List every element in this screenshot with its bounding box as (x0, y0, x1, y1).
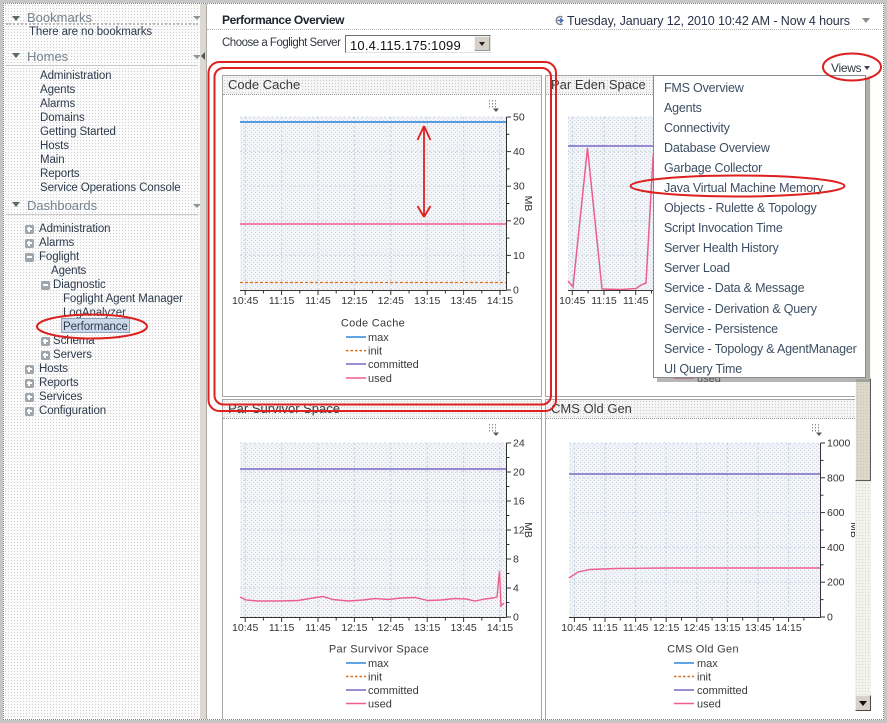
svg-text:50: 50 (513, 112, 525, 124)
svg-text:12:45: 12:45 (684, 622, 710, 634)
svg-text:1000: 1000 (827, 438, 851, 450)
svg-text:MB: MB (522, 522, 534, 538)
svg-text:init: init (368, 672, 382, 684)
svg-text:committed: committed (368, 685, 419, 697)
svg-text:10:45: 10:45 (559, 295, 585, 307)
svg-text:600: 600 (827, 507, 845, 519)
svg-text:40: 40 (513, 146, 525, 158)
svg-text:0: 0 (513, 285, 519, 297)
svg-text:init: init (368, 346, 382, 358)
svg-text:committed: committed (368, 359, 419, 371)
svg-text:24: 24 (513, 438, 525, 450)
svg-text:11:45: 11:45 (623, 295, 649, 307)
svg-text:11:45: 11:45 (305, 295, 331, 307)
svg-text:10:45: 10:45 (232, 622, 258, 634)
svg-text:used: used (368, 699, 392, 711)
svg-text:0: 0 (827, 612, 833, 624)
svg-text:Code Cache: Code Cache (341, 318, 405, 330)
svg-text:12:45: 12:45 (378, 622, 404, 634)
svg-text:12:15: 12:15 (341, 622, 367, 634)
svg-text:400: 400 (827, 542, 845, 554)
svg-text:max: max (368, 332, 389, 344)
svg-text:14:15: 14:15 (775, 622, 801, 634)
svg-text:800: 800 (827, 472, 845, 484)
svg-text:11:45: 11:45 (305, 622, 331, 634)
svg-text:11:15: 11:15 (269, 295, 295, 307)
svg-text:13:15: 13:15 (714, 622, 740, 634)
svg-text:20: 20 (513, 467, 525, 479)
svg-text:11:45: 11:45 (623, 622, 649, 634)
svg-text:13:45: 13:45 (450, 622, 476, 634)
svg-text:10:45: 10:45 (232, 295, 258, 307)
svg-text:max: max (368, 658, 389, 670)
svg-text:13:45: 13:45 (745, 622, 771, 634)
svg-text:max: max (697, 658, 718, 670)
svg-text:200: 200 (827, 577, 845, 589)
svg-text:CMS Old Gen: CMS Old Gen (667, 644, 739, 656)
svg-text:12:45: 12:45 (378, 295, 404, 307)
svg-text:13:15: 13:15 (414, 295, 440, 307)
svg-text:init: init (697, 672, 711, 684)
svg-text:0: 0 (513, 612, 519, 624)
svg-text:used: used (368, 373, 392, 385)
svg-text:10: 10 (513, 250, 525, 262)
svg-text:13:15: 13:15 (414, 622, 440, 634)
svg-text:12:15: 12:15 (653, 622, 679, 634)
svg-text:20: 20 (513, 215, 525, 227)
svg-text:10:45: 10:45 (561, 622, 587, 634)
svg-text:committed: committed (697, 685, 748, 697)
svg-text:14:15: 14:15 (487, 622, 513, 634)
svg-text:8: 8 (513, 554, 519, 566)
svg-text:11:15: 11:15 (269, 622, 295, 634)
svg-text:Par Survivor Space: Par Survivor Space (329, 644, 429, 656)
svg-text:4: 4 (513, 583, 519, 595)
svg-text:11:15: 11:15 (591, 295, 617, 307)
svg-text:used: used (697, 699, 721, 711)
svg-text:12:15: 12:15 (341, 295, 367, 307)
svg-text:14:15: 14:15 (487, 295, 513, 307)
svg-text:12: 12 (513, 525, 525, 537)
svg-text:11:15: 11:15 (592, 622, 618, 634)
svg-text:16: 16 (513, 496, 525, 508)
svg-text:30: 30 (513, 181, 525, 193)
svg-text:MB: MB (522, 196, 534, 212)
svg-text:13:45: 13:45 (450, 295, 476, 307)
